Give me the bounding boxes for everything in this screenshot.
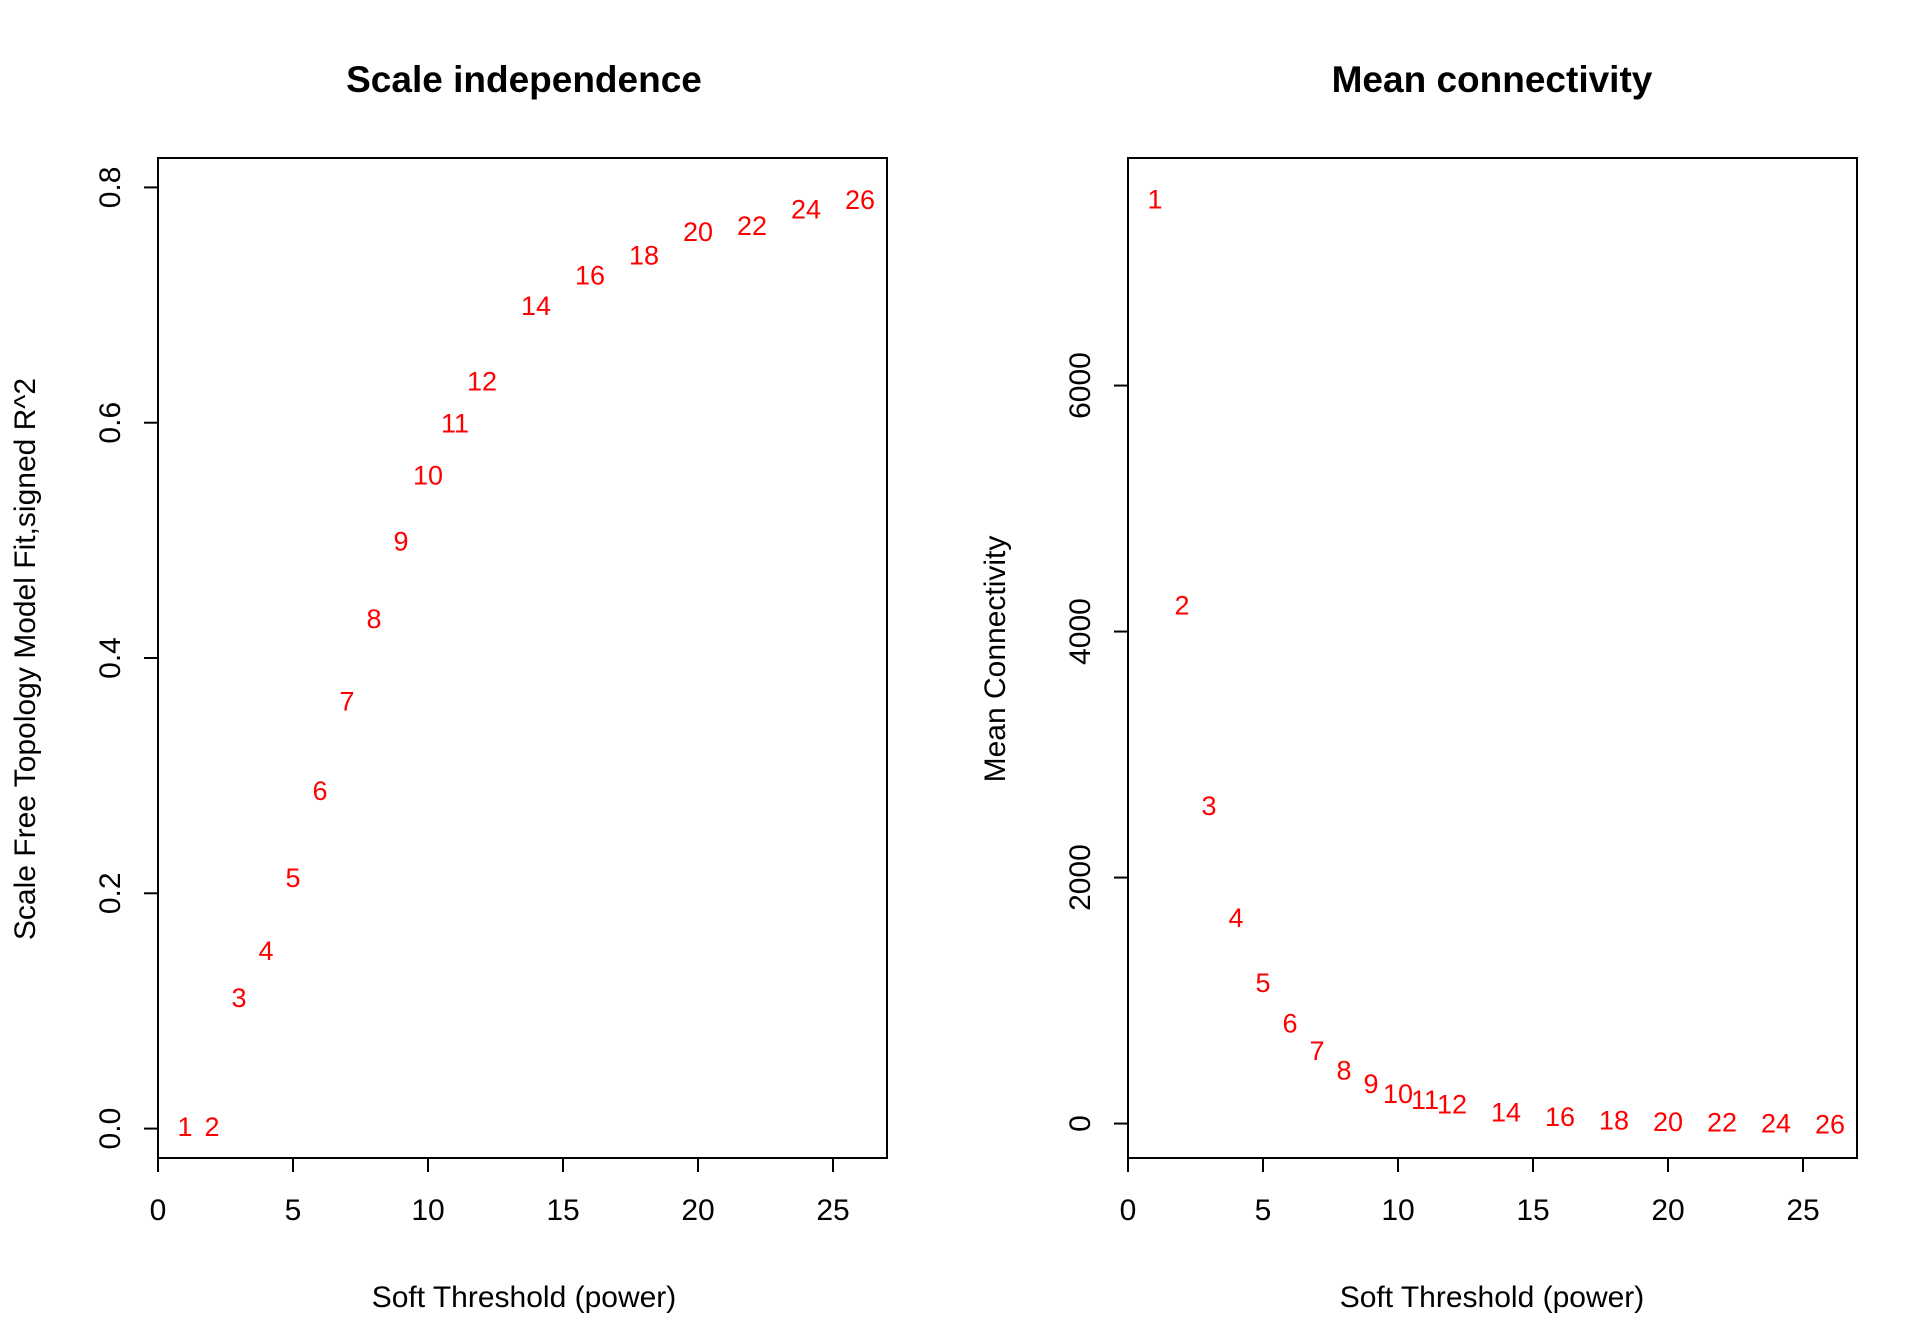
data-point-label: 6 bbox=[312, 776, 327, 806]
data-point-label: 14 bbox=[521, 291, 551, 321]
x-tick-label: 15 bbox=[546, 1194, 579, 1227]
data-point-label: 26 bbox=[1815, 1110, 1845, 1140]
data-point-label: 6 bbox=[1282, 1009, 1297, 1039]
data-point-label: 18 bbox=[629, 240, 659, 270]
data-point-label: 22 bbox=[1707, 1108, 1737, 1138]
x-tick-label: 10 bbox=[411, 1194, 444, 1227]
y-tick-label: 0.8 bbox=[94, 167, 127, 209]
data-point-label: 2 bbox=[1174, 590, 1189, 620]
panel-title: Scale independence bbox=[346, 59, 702, 100]
x-tick-label: 25 bbox=[1786, 1194, 1819, 1227]
data-point-label: 10 bbox=[1383, 1079, 1413, 1109]
x-tick-label: 0 bbox=[150, 1194, 167, 1227]
y-tick-label: 0.4 bbox=[94, 637, 127, 679]
mean-connectivity-panel: Mean connectivity Soft Threshold (power)… bbox=[979, 59, 1858, 1314]
data-point-label: 4 bbox=[258, 936, 273, 966]
data-point-label: 18 bbox=[1599, 1105, 1629, 1135]
data-point-label: 5 bbox=[1255, 968, 1270, 998]
x-tick-label: 0 bbox=[1120, 1194, 1137, 1227]
y-axis: 0 2000 4000 6000 bbox=[1064, 352, 1129, 1132]
y-tick-label: 0.2 bbox=[94, 872, 127, 914]
x-tick-label: 10 bbox=[1381, 1194, 1414, 1227]
data-point-label: 24 bbox=[1761, 1108, 1791, 1138]
data-point-label: 9 bbox=[1363, 1069, 1378, 1099]
scale-independence-panel: Scale independence Soft Threshold (power… bbox=[9, 59, 888, 1314]
x-axis: 0 5 10 15 20 25 bbox=[1120, 1157, 1820, 1227]
x-tick-label: 15 bbox=[1516, 1194, 1549, 1227]
data-point-label: 9 bbox=[393, 526, 408, 556]
data-point-label: 12 bbox=[467, 366, 497, 396]
data-point-label: 1 bbox=[1147, 185, 1162, 215]
data-point-label: 5 bbox=[285, 863, 300, 893]
x-tick-label: 5 bbox=[285, 1194, 302, 1227]
data-point-label: 14 bbox=[1491, 1097, 1521, 1127]
data-point-label: 7 bbox=[339, 686, 354, 716]
x-axis-label: Soft Threshold (power) bbox=[372, 1281, 677, 1314]
data-point-label: 11 bbox=[1411, 1085, 1439, 1115]
data-point-label: 11 bbox=[441, 409, 469, 439]
data-point-label: 3 bbox=[231, 983, 246, 1013]
x-tick-label: 25 bbox=[816, 1194, 849, 1227]
x-tick-label: 20 bbox=[681, 1194, 714, 1227]
panel-title: Mean connectivity bbox=[1332, 59, 1653, 100]
y-tick-label: 2000 bbox=[1064, 844, 1097, 911]
data-point-label: 16 bbox=[575, 260, 605, 290]
data-point-label: 1 bbox=[177, 1112, 192, 1142]
y-axis: 0.0 0.2 0.4 0.6 0.8 bbox=[94, 167, 159, 1150]
y-tick-label: 6000 bbox=[1064, 352, 1097, 419]
data-point-label: 3 bbox=[1201, 791, 1216, 821]
data-point-label: 2 bbox=[204, 1112, 219, 1142]
data-point-label: 7 bbox=[1309, 1036, 1324, 1066]
x-tick-label: 5 bbox=[1255, 1194, 1272, 1227]
y-tick-label: 0 bbox=[1064, 1115, 1097, 1132]
data-point-label: 12 bbox=[1437, 1089, 1467, 1119]
y-tick-label: 4000 bbox=[1064, 598, 1097, 665]
y-tick-label: 0.0 bbox=[94, 1108, 127, 1150]
data-point-label: 8 bbox=[1336, 1055, 1351, 1085]
y-tick-label: 0.6 bbox=[94, 402, 127, 444]
data-point-label: 10 bbox=[413, 460, 443, 490]
data-point-label: 26 bbox=[845, 185, 875, 215]
y-axis-label: Mean Connectivity bbox=[979, 536, 1012, 783]
data-point-label: 16 bbox=[1545, 1102, 1575, 1132]
x-axis: 0 5 10 15 20 25 bbox=[150, 1157, 850, 1227]
data-point-label: 20 bbox=[1653, 1107, 1683, 1137]
x-axis-label: Soft Threshold (power) bbox=[1340, 1281, 1645, 1314]
data-point-label: 22 bbox=[737, 211, 767, 241]
data-point-label: 20 bbox=[683, 217, 713, 247]
y-axis-label: Scale Free Topology Model Fit,signed R^2 bbox=[9, 378, 42, 940]
x-tick-label: 20 bbox=[1651, 1194, 1684, 1227]
data-point-label: 8 bbox=[366, 604, 381, 634]
data-point-label: 4 bbox=[1228, 903, 1243, 933]
data-point-label: 24 bbox=[791, 195, 821, 225]
